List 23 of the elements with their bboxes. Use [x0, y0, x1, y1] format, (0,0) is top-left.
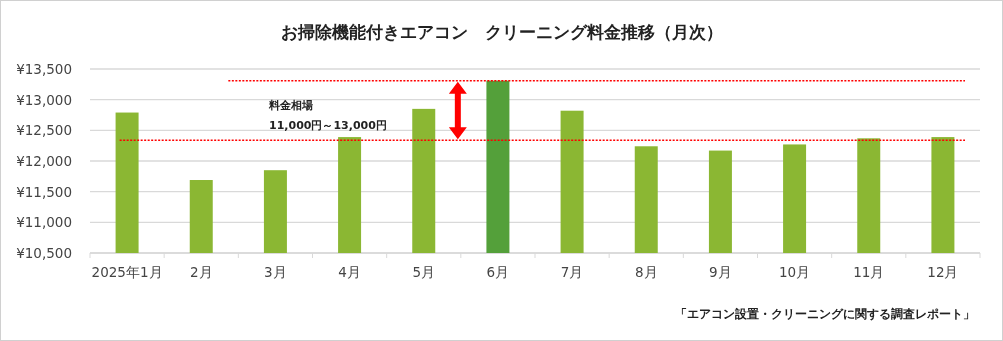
- x-tick-label: 10月: [778, 264, 811, 280]
- x-tick-label: 7月: [560, 264, 584, 280]
- x-tick-label: 5月: [412, 264, 436, 280]
- x-tick-label: 8月: [634, 264, 658, 280]
- annotation: 11,000円～13,000円: [269, 119, 387, 132]
- y-tick-label: ¥11,000: [16, 214, 72, 231]
- y-tick-label: ¥13,500: [16, 61, 72, 77]
- y-tick-label: ¥10,500: [16, 245, 72, 261]
- x-tick-label: 3月: [264, 264, 287, 280]
- y-tick-label: ¥12,000: [16, 153, 72, 169]
- x-tick-label: 4月: [338, 264, 361, 280]
- y-tick-label: ¥13,000: [16, 91, 72, 108]
- x-tick-label: 12月: [927, 264, 959, 280]
- x-tick-label: 11月: [853, 264, 885, 280]
- x-tick-label: 9月: [709, 264, 732, 280]
- x-tick-label: 2月: [189, 264, 213, 280]
- annotation: 料金相場: [268, 99, 313, 112]
- chart-title: お掃除機能付きエアコン クリーニング料金推移（月次）: [280, 22, 723, 42]
- y-tick-label: ¥12,500: [16, 122, 72, 139]
- text: 「エアコン設置・クリーニングに関する調査レポート」: [675, 307, 975, 321]
- x-tick-label: 2025年1月: [91, 264, 163, 280]
- y-tick-label: ¥11,500: [16, 183, 72, 200]
- x-tick-label: 6月: [486, 264, 510, 280]
